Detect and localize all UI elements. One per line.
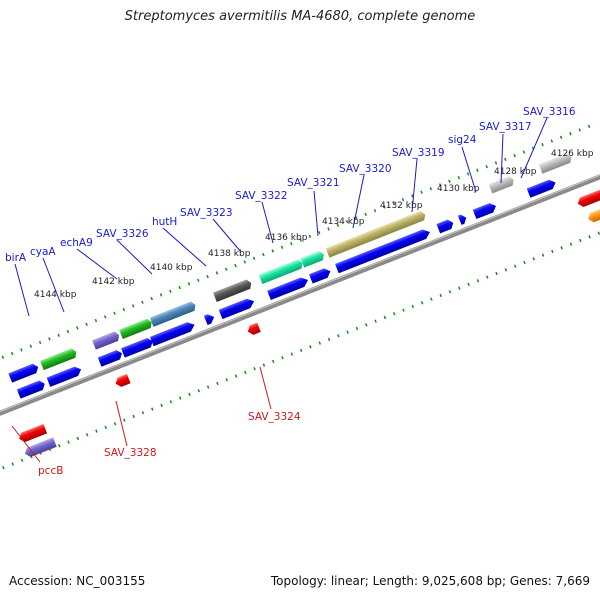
gene-arrow: [92, 331, 120, 350]
gene-arrow: [149, 322, 195, 347]
reverse-genes[interactable]: [12, 186, 600, 458]
gene-arrow: [472, 203, 497, 220]
gene-arrow: [267, 277, 309, 301]
gene-arrow: [218, 298, 255, 320]
gene-arrow: [258, 259, 303, 285]
gene-label-sav-3317[interactable]: SAV_3317: [479, 121, 532, 133]
gene-arrow: [19, 424, 48, 443]
gene-arrow: [526, 179, 556, 198]
gene-label-sig24[interactable]: sig24: [448, 134, 477, 146]
gene-arrow: [8, 363, 39, 383]
gene-label-sav-3316[interactable]: SAV_3316: [523, 106, 576, 118]
gene-label-sav-3321[interactable]: SAV_3321: [287, 177, 340, 189]
gene-label-sav-3324[interactable]: SAV_3324: [248, 411, 301, 423]
gene-arrow: [300, 250, 324, 268]
tick-label: 4134 kbp: [322, 217, 365, 227]
tick-labels: 4144 kbp 4142 kbp 4140 kbp 4138 kbp 4136…: [34, 149, 594, 300]
genome-backbone: [0, 168, 600, 422]
gene-label-sav-3319[interactable]: SAV_3319: [392, 147, 445, 159]
backbone-highlight: [0, 168, 600, 419]
gene-arrow: [119, 318, 152, 340]
gene-arrow: [488, 176, 514, 194]
accession-text: Accession: NC_003155: [9, 574, 146, 588]
tick-label: 4140 kbp: [150, 263, 193, 273]
gene-arrow: [588, 204, 600, 223]
gene-arrow: [538, 153, 572, 174]
tick-label: 4136 kbp: [265, 233, 308, 243]
upper-tick-ruler: [0, 121, 599, 374]
gene-arrow: [46, 366, 82, 387]
gene-arrow: [309, 268, 331, 284]
gene-arrow: [213, 279, 252, 302]
gene-label-cyaa[interactable]: cyaA: [30, 246, 56, 258]
lower-tick-ruler: [2, 217, 600, 470]
forward-genes-row1[interactable]: [16, 178, 558, 399]
gene-label-sav-3326[interactable]: SAV_3326: [96, 228, 149, 240]
gene-label-pccb[interactable]: pccB: [38, 465, 63, 477]
gene-arrow: [97, 350, 122, 367]
forward-genes-row2[interactable]: [8, 152, 573, 383]
gene-label-sav-3328[interactable]: SAV_3328: [104, 447, 157, 459]
gene-arrow: [149, 301, 196, 327]
tick-label: 4128 kbp: [494, 167, 537, 177]
gene-arrow: [115, 373, 131, 387]
gene-label-sav-3322[interactable]: SAV_3322: [235, 190, 288, 202]
gene-arrow: [203, 314, 215, 325]
upper-callout-lines: [14, 117, 548, 317]
gene-arrow: [40, 348, 77, 371]
gene-arrow: [121, 338, 153, 358]
genome-title: Streptomyces avermitilis MA-4680, comple…: [124, 9, 476, 24]
gene-arrow: [16, 380, 45, 399]
tick-label: 4144 kbp: [34, 290, 77, 300]
gene-arrow: [325, 210, 426, 258]
gene-label-huth[interactable]: hutH: [152, 216, 177, 228]
gene-arrow: [436, 219, 454, 234]
tick-label: 4126 kbp: [551, 149, 594, 159]
tick-label: 4142 kbp: [92, 277, 135, 287]
tick-label: 4132 kbp: [380, 201, 423, 211]
gene-label-sav-3323[interactable]: SAV_3323: [180, 207, 233, 219]
upper-gene-labels: birA cyaA echA9 SAV_3326 hutH SAV_3323 S…: [5, 106, 576, 264]
gene-arrow: [457, 214, 467, 225]
gene-arrow: [247, 322, 261, 335]
tick-label: 4130 kbp: [437, 184, 480, 194]
gene-label-echa9[interactable]: echA9: [60, 237, 93, 249]
gene-arrow: [335, 229, 430, 274]
gene-arrow: [577, 189, 600, 207]
gene-arrow: [25, 437, 57, 457]
lower-gene-labels: SAV_3324 SAV_3328 pccB: [38, 411, 301, 477]
lower-callout-lines: [11, 366, 272, 463]
tick-label: 4138 kbp: [208, 249, 251, 259]
gene-label-bira[interactable]: birA: [5, 252, 27, 264]
genome-summary-text: Topology: linear; Length: 9,025,608 bp; …: [270, 574, 590, 588]
gene-label-sav-3320[interactable]: SAV_3320: [339, 163, 392, 175]
